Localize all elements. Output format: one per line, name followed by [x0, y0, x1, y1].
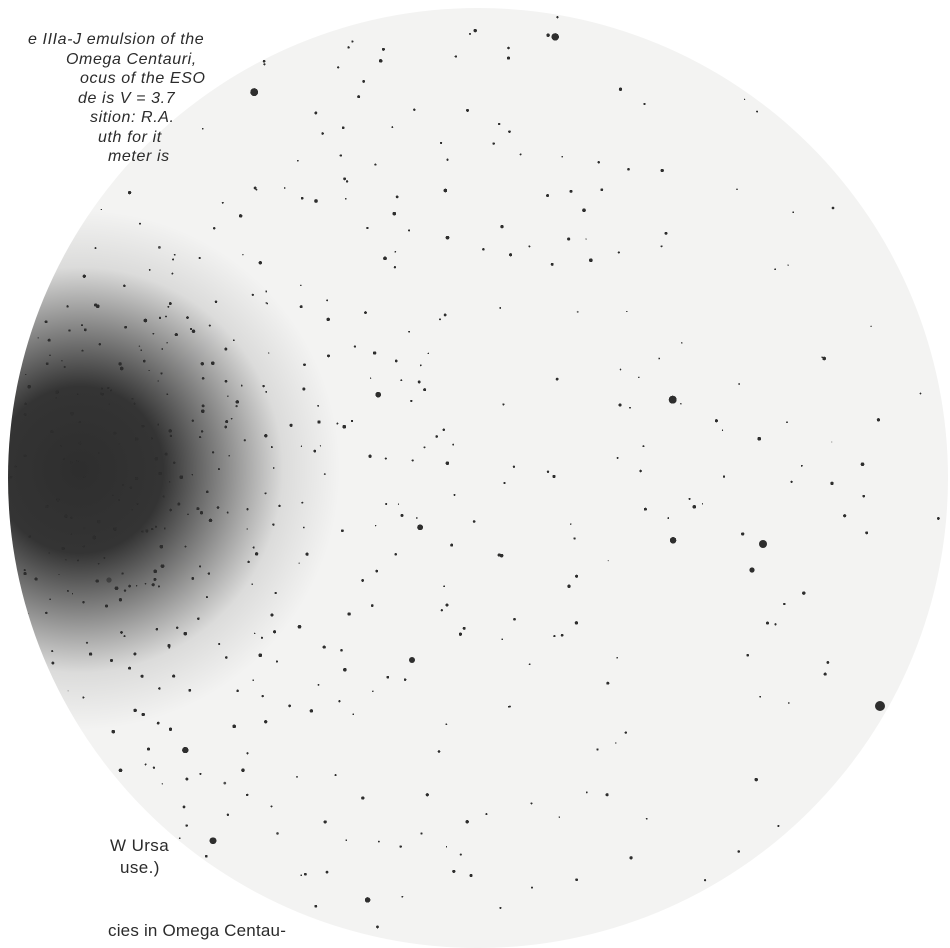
star	[607, 559, 609, 562]
star	[138, 345, 141, 347]
star	[276, 832, 279, 835]
star	[106, 577, 112, 583]
star	[85, 641, 89, 644]
star	[27, 612, 29, 615]
star	[576, 310, 579, 313]
star	[158, 246, 161, 249]
star	[118, 443, 120, 445]
star	[223, 781, 227, 785]
star	[323, 473, 326, 476]
star	[243, 439, 246, 442]
star	[67, 690, 69, 692]
star	[235, 404, 238, 408]
cluster-core	[8, 210, 340, 730]
star	[831, 441, 833, 443]
star	[63, 365, 66, 369]
star	[459, 853, 462, 856]
star	[82, 527, 86, 530]
star	[37, 337, 39, 339]
star	[298, 562, 300, 564]
plate-disc	[8, 8, 948, 948]
cluster-region	[8, 16, 940, 929]
stars	[10, 16, 940, 929]
